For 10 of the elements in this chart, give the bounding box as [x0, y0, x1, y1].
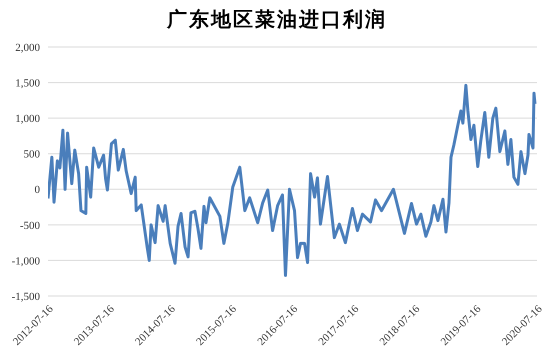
y-tick-label: 1,000	[15, 113, 40, 126]
y-tick-label: 2,000	[15, 42, 40, 54]
line-series	[48, 84, 536, 277]
y-tick-label: 500	[24, 148, 40, 161]
y-tick-label: -1,500	[12, 290, 40, 303]
y-tick-label: 0	[34, 184, 40, 196]
y-tick-label: -1,000	[12, 255, 40, 268]
y-tick-label: -500	[20, 220, 40, 232]
y-tick-label: 1,500	[15, 77, 40, 90]
chart-title: 广东地区菜油进口利润	[166, 8, 388, 33]
